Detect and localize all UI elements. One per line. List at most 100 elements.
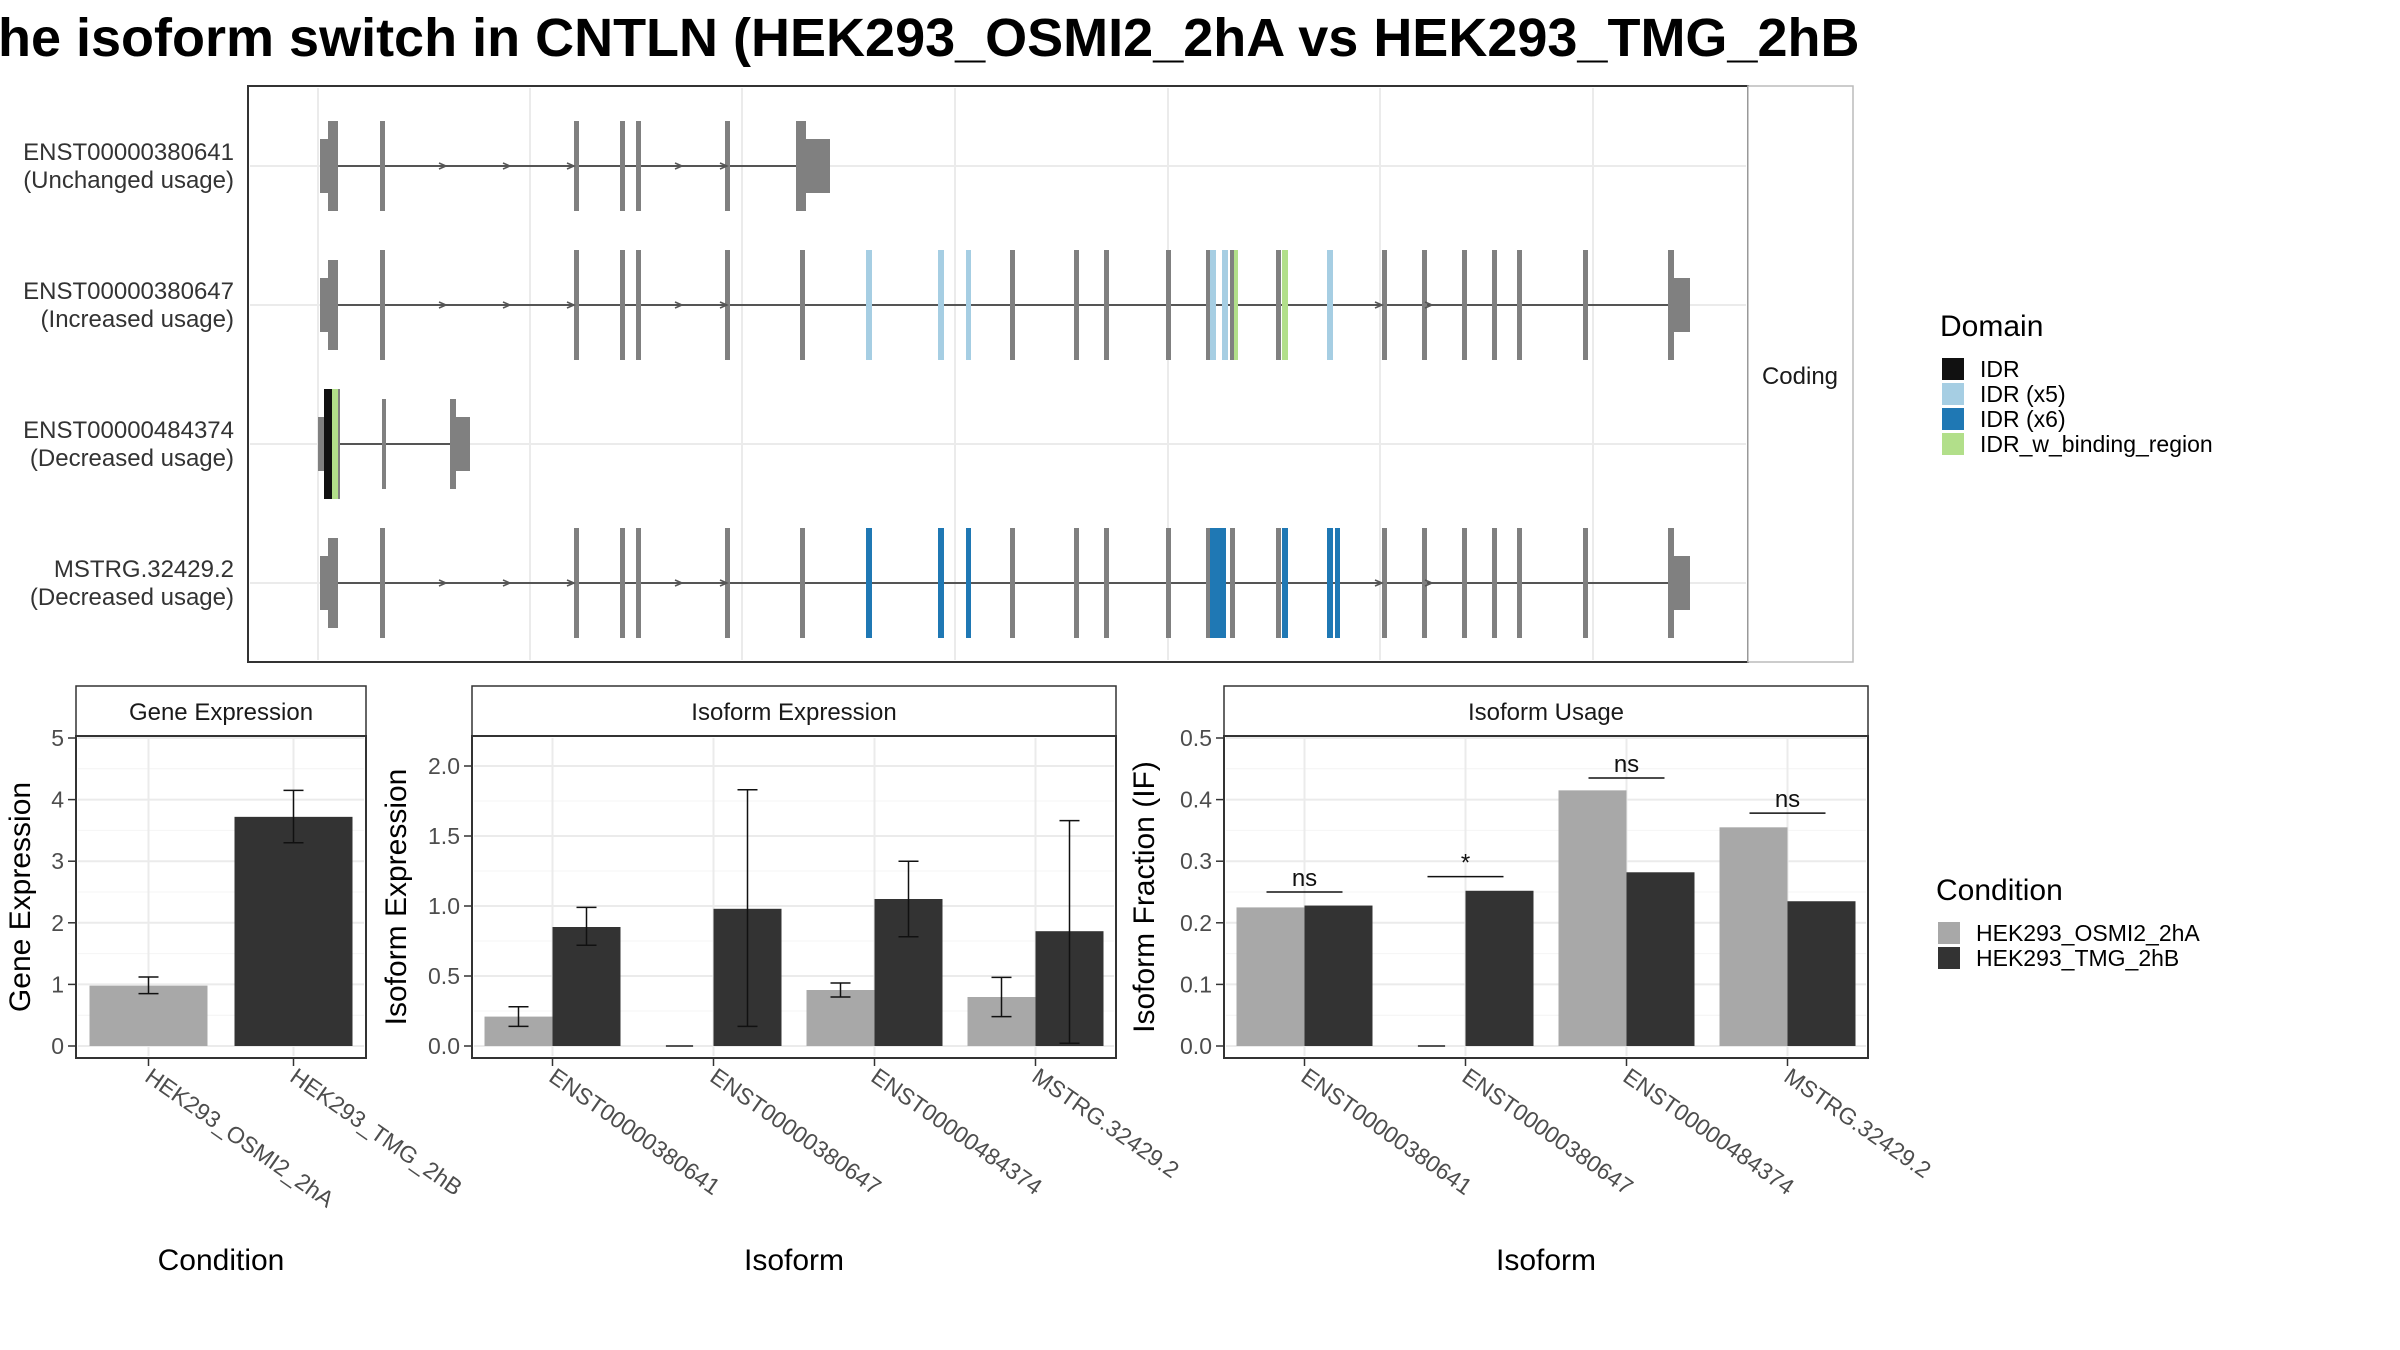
strand-arrow — [566, 301, 576, 309]
domain-legend-label: IDR (x5) — [1980, 381, 2066, 407]
coding-exon — [1010, 528, 1015, 638]
coding-exon — [800, 250, 805, 360]
domain-legend-swatch — [1942, 358, 1964, 380]
coding-exon — [1010, 250, 1015, 360]
domain-region — [1327, 528, 1333, 638]
coding-exon — [1492, 250, 1497, 360]
domain-region — [966, 250, 971, 360]
transcript-usage-label: (Unchanged usage) — [23, 167, 234, 194]
y-tick-label: 2.0 — [428, 753, 460, 779]
coding-exon — [1230, 528, 1235, 638]
strand-arrow — [1374, 301, 1384, 309]
x-tick-label: MSTRG.32429.2 — [1028, 1063, 1184, 1183]
y-tick-label: 4 — [51, 787, 64, 813]
bar — [234, 816, 353, 1046]
y-tick-label: 5 — [51, 725, 64, 751]
coding-exon — [328, 121, 338, 211]
y-tick-label: 0.4 — [1180, 787, 1212, 813]
panel-title: Gene Expression — [129, 699, 313, 726]
domain-region — [1335, 528, 1340, 638]
x-axis-title: Isoform — [744, 1244, 844, 1277]
coding-exon — [1422, 528, 1427, 638]
strand-arrow — [1374, 579, 1384, 587]
strand-arrow — [719, 162, 729, 170]
bar — [1304, 905, 1373, 1046]
transcript-usage-label: (Decreased usage) — [30, 584, 234, 611]
significance-label: ns — [1614, 751, 1639, 778]
y-tick-label: 0.2 — [1180, 910, 1212, 936]
coding-exon — [380, 528, 385, 638]
coding-exon — [1668, 528, 1674, 638]
coding-exon — [1492, 528, 1497, 638]
strand-arrow — [566, 162, 576, 170]
y-axis-title: Isoform Fraction (IF) — [1128, 761, 1161, 1033]
coding-exon — [796, 121, 806, 211]
coding-exon — [380, 250, 385, 360]
coding-exon — [1422, 250, 1427, 360]
bar — [89, 985, 208, 1046]
y-axis-title: Isoform Expression — [380, 769, 413, 1026]
strand-arrow — [674, 301, 684, 309]
isoform-expression-panel: Isoform Expression 0.0 0.5 1.0 1.5 2.0 ENST000… — [380, 685, 1184, 1277]
coding-exon — [574, 250, 579, 360]
y-tick-label: 1.5 — [428, 823, 460, 849]
domain-legend-label: IDR_w_binding_region — [1980, 431, 2213, 457]
coding-exon — [1276, 250, 1281, 360]
y-tick-label: 1 — [51, 971, 64, 997]
coding-exon — [636, 528, 641, 638]
coding-exon — [382, 399, 386, 489]
coding-exon — [1074, 250, 1079, 360]
strand-arrow — [438, 162, 448, 170]
bar — [1465, 890, 1534, 1046]
y-tick-label: 0.3 — [1180, 848, 1212, 874]
condition-legend-swatch — [1938, 922, 1960, 944]
panel-title: Isoform Expression — [691, 699, 896, 726]
y-tick-label: 0.0 — [1180, 1033, 1212, 1059]
isoform-usage-panel: Isoform Usage 0.0 0.1 0.2 0.3 0.4 0.5 ENST00000… — [1128, 685, 1936, 1277]
transcript-id-label: ENST00000380647 — [23, 278, 234, 305]
domain-legend-title: Domain — [1940, 310, 2043, 343]
coding-exon — [620, 250, 625, 360]
coding-exon — [636, 121, 641, 211]
condition-legend-label: HEK293_TMG_2hB — [1976, 945, 2179, 971]
domain-region — [1282, 528, 1288, 638]
coding-exon — [620, 121, 625, 211]
utr-exon — [320, 139, 330, 193]
y-tick-label: 0.5 — [428, 963, 460, 989]
utr-exon — [454, 417, 470, 471]
domain-legend-swatch — [1942, 408, 1964, 430]
x-tick-label: ENST00000380647 — [706, 1063, 886, 1200]
coding-exon — [800, 528, 805, 638]
utr-exon — [320, 556, 330, 610]
structure-panel-border — [247, 85, 1749, 663]
domain-region — [938, 528, 944, 638]
y-tick-label: 2 — [51, 910, 64, 936]
bar — [1626, 872, 1695, 1046]
coding-exon — [1583, 250, 1588, 360]
domain-region — [966, 528, 971, 638]
coding-exon — [380, 121, 385, 211]
bar — [552, 927, 621, 1046]
utr-exon — [318, 417, 328, 471]
strand-arrow — [566, 579, 576, 587]
y-axis-title: Gene Expression — [4, 782, 37, 1012]
transcript-id-label: MSTRG.32429.2 — [54, 556, 234, 583]
condition-legend-title: Condition — [1936, 874, 2063, 907]
y-tick-label: 0 — [51, 1033, 64, 1059]
domain-region — [1327, 250, 1333, 360]
coding-exon — [1583, 528, 1588, 638]
condition-legend-label: HEK293_OSMI2_2hA — [1976, 920, 2200, 946]
strand-arrow — [1424, 301, 1434, 309]
x-tick-label: ENST00000380641 — [545, 1063, 725, 1200]
x-tick-label: ENST00000484374 — [867, 1063, 1048, 1200]
coding-exon — [450, 399, 456, 489]
coding-exon — [1517, 250, 1522, 360]
coding-exon — [574, 121, 579, 211]
bar — [1719, 827, 1788, 1046]
transcript-id-label: ENST00000484374 — [23, 417, 234, 444]
domain-legend-swatch — [1942, 383, 1964, 405]
domain-region — [324, 389, 332, 499]
domain-region — [1210, 250, 1216, 360]
